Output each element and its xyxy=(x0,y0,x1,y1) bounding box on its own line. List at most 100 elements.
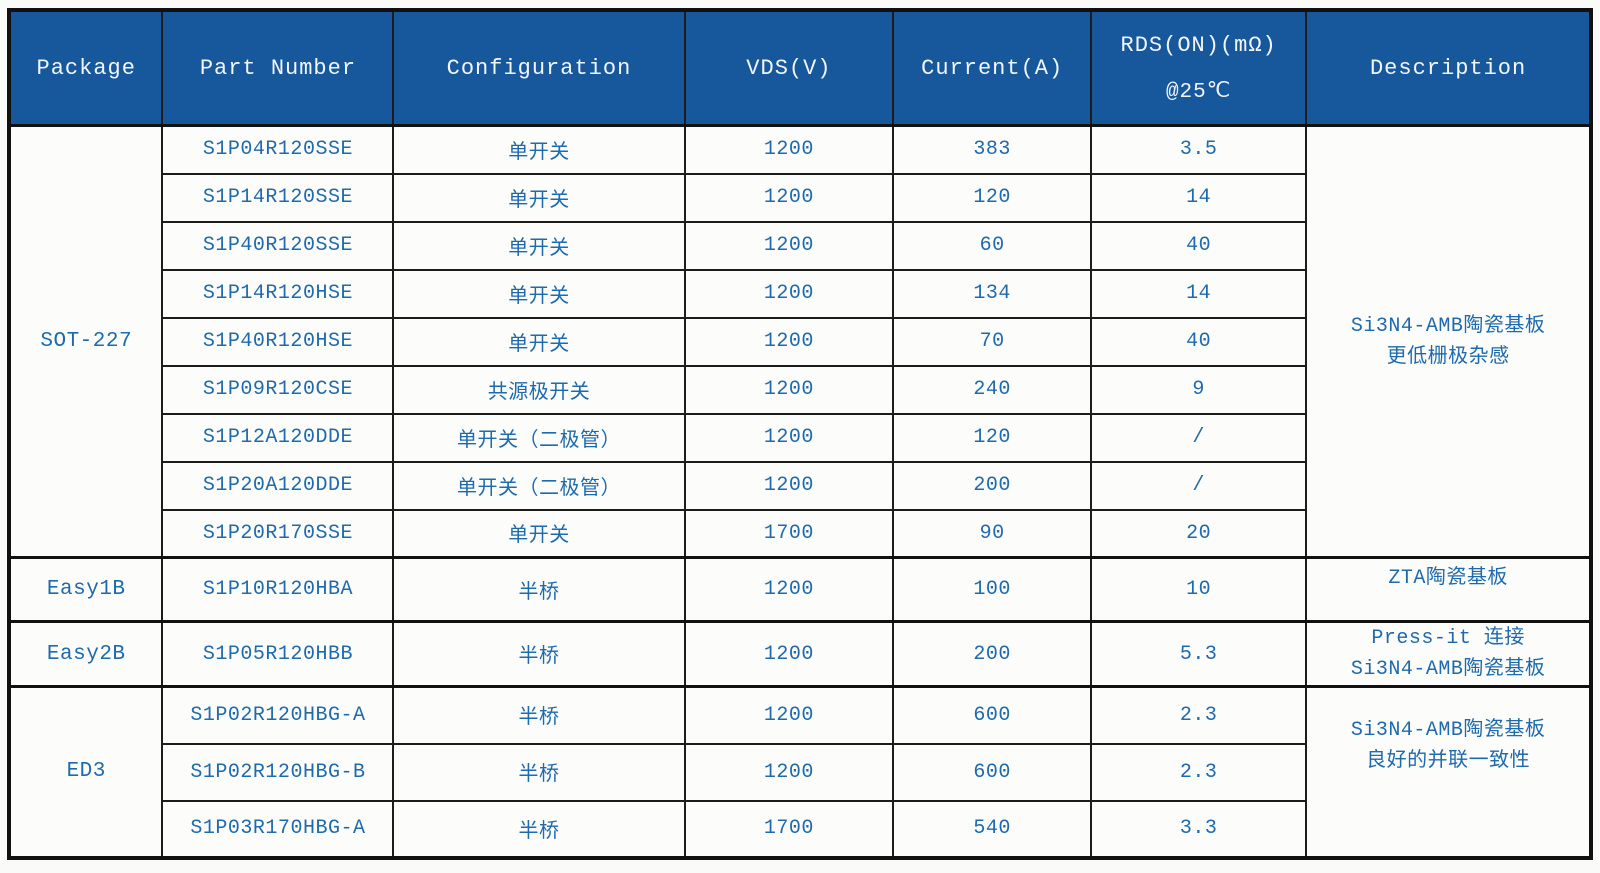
current-cell: 120 xyxy=(892,412,1093,463)
part-number-cell: S1P05R120HBB xyxy=(161,620,395,688)
package-cell: SOT-227 xyxy=(7,124,164,559)
package-cell: Easy1B xyxy=(7,556,164,623)
part-number-cell: S1P40R120HSE xyxy=(161,316,395,367)
part-number-cell: S1P12A120DDE xyxy=(161,412,395,463)
table-row: ED3 S1P02R120HBG-A 半桥 1200 600 2.3 Si3N4… xyxy=(7,685,1592,859)
table-row: S1P40R120HSE 单开关 1200 70 40 xyxy=(9,316,1591,367)
header-configuration: Configuration xyxy=(392,9,686,127)
header-part-number: Part Number xyxy=(161,9,395,127)
vds-cell: 1200 xyxy=(683,172,895,223)
table-row: S1P20R170SSE 单开关 1700 90 20 xyxy=(9,508,1591,559)
configuration-cell: 半桥 xyxy=(392,685,686,745)
spec-table: Package Part Number Configuration VDS(V)… xyxy=(7,8,1593,860)
part-number-cell: S1P40R120SSE xyxy=(161,220,395,271)
configuration-cell: 单开关（二极管） xyxy=(392,412,686,463)
vds-cell: 1200 xyxy=(683,412,895,463)
rds-cell: 3.5 xyxy=(1090,124,1308,175)
table-row: Easy2B S1P05R120HBB 半桥 1200 200 5.3 Pres… xyxy=(7,620,1592,688)
description-line: Si3N4-AMB陶瓷基板 xyxy=(1350,314,1546,338)
table-row: S1P14R120HSE 单开关 1200 134 14 xyxy=(9,268,1591,319)
configuration-cell: 单开关 xyxy=(392,124,686,175)
part-number-cell: S1P02R120HBG-B xyxy=(161,742,395,802)
rds-cell: 40 xyxy=(1090,316,1308,367)
vds-cell: 1200 xyxy=(683,556,895,623)
rds-cell: / xyxy=(1090,460,1308,511)
vds-cell: 1200 xyxy=(683,620,895,688)
header-row: Package Part Number Configuration VDS(V)… xyxy=(7,9,1592,127)
part-number-cell: S1P03R170HBG-A xyxy=(161,799,395,859)
rds-cell: 2.3 xyxy=(1090,685,1308,745)
configuration-cell: 单开关（二极管） xyxy=(392,460,686,511)
current-cell: 60 xyxy=(892,220,1093,271)
configuration-cell: 半桥 xyxy=(392,620,686,688)
vds-cell: 1200 xyxy=(683,268,895,319)
part-number-cell: S1P20R170SSE xyxy=(161,508,395,559)
part-number-cell: S1P14R120SSE xyxy=(161,172,395,223)
configuration-cell: 单开关 xyxy=(392,316,686,367)
current-cell: 240 xyxy=(892,364,1093,415)
vds-cell: 1700 xyxy=(683,799,895,859)
table-row: S1P09R120CSE 共源极开关 1200 240 9 xyxy=(9,364,1591,415)
header-description: Description xyxy=(1305,9,1592,127)
description-line: Press-it 连接 xyxy=(1371,627,1525,650)
configuration-cell: 半桥 xyxy=(392,742,686,802)
description-cell: Si3N4-AMB陶瓷基板 良好的并联一致性 xyxy=(1305,685,1592,859)
current-cell: 600 xyxy=(892,685,1093,745)
current-cell: 200 xyxy=(892,620,1093,688)
current-cell: 600 xyxy=(892,742,1093,802)
rds-cell: / xyxy=(1090,412,1308,463)
header-rds-line2: @25℃ xyxy=(1165,80,1232,104)
description-cell: Press-it 连接 Si3N4-AMB陶瓷基板 xyxy=(1305,620,1592,688)
rds-cell: 14 xyxy=(1090,172,1308,223)
configuration-cell: 单开关 xyxy=(392,268,686,319)
table-row: Easy1B S1P10R120HBA 半桥 1200 100 10 ZTA陶瓷… xyxy=(7,556,1592,623)
current-cell: 540 xyxy=(892,799,1093,859)
configuration-cell: 单开关 xyxy=(392,172,686,223)
description-line: 更低栅极杂感 xyxy=(1386,345,1510,369)
table-row: S1P14R120SSE 单开关 1200 120 14 xyxy=(9,172,1591,223)
description-line: Si3N4-AMB陶瓷基板 xyxy=(1350,658,1546,681)
description-line: 良好的并联一致性 xyxy=(1366,749,1531,773)
configuration-cell: 半桥 xyxy=(392,556,686,623)
vds-cell: 1200 xyxy=(683,742,895,802)
header-rds-line1: RDS(ON)(mΩ) xyxy=(1120,32,1277,58)
table-row: S1P02R120HBG-B 半桥 1200 600 2.3 xyxy=(9,742,1591,802)
current-cell: 200 xyxy=(892,460,1093,511)
package-cell: Easy2B xyxy=(7,620,164,688)
description-line: ZTA陶瓷基板 xyxy=(1388,567,1508,590)
part-number-cell: S1P02R120HBG-A xyxy=(161,685,395,745)
package-cell: ED3 xyxy=(7,685,164,859)
description-cell: ZTA陶瓷基板 xyxy=(1305,556,1592,623)
table-row: S1P12A120DDE 单开关（二极管） 1200 120 / xyxy=(9,412,1591,463)
vds-cell: 1200 xyxy=(683,364,895,415)
rds-cell: 40 xyxy=(1090,220,1308,271)
configuration-cell: 单开关 xyxy=(392,508,686,559)
current-cell: 70 xyxy=(892,316,1093,367)
configuration-cell: 单开关 xyxy=(392,220,686,271)
vds-cell: 1200 xyxy=(683,460,895,511)
header-vds: VDS(V) xyxy=(683,9,895,127)
part-number-cell: S1P10R120HBA xyxy=(161,556,395,623)
description-cell: Si3N4-AMB陶瓷基板 更低栅极杂感 xyxy=(1305,124,1592,559)
header-rds: RDS(ON)(mΩ) @25℃ xyxy=(1090,9,1308,127)
vds-cell: 1700 xyxy=(683,508,895,559)
rds-cell: 2.3 xyxy=(1090,742,1308,802)
rds-cell: 20 xyxy=(1090,508,1308,559)
rds-cell: 3.3 xyxy=(1090,799,1308,859)
header-current: Current(A) xyxy=(892,9,1093,127)
configuration-cell: 共源极开关 xyxy=(392,364,686,415)
table-row: S1P40R120SSE 单开关 1200 60 40 xyxy=(9,220,1591,271)
rds-cell: 14 xyxy=(1090,268,1308,319)
rds-cell: 10 xyxy=(1090,556,1308,623)
vds-cell: 1200 xyxy=(683,124,895,175)
table-row: SOT-227 S1P04R120SSE 单开关 1200 383 3.5 Si… xyxy=(7,124,1592,559)
current-cell: 134 xyxy=(892,268,1093,319)
rds-cell: 9 xyxy=(1090,364,1308,415)
table-row: S1P20A120DDE 单开关（二极管） 1200 200 / xyxy=(9,460,1591,511)
table-row: S1P03R170HBG-A 半桥 1700 540 3.3 xyxy=(9,799,1591,859)
current-cell: 383 xyxy=(892,124,1093,175)
current-cell: 120 xyxy=(892,172,1093,223)
current-cell: 90 xyxy=(892,508,1093,559)
rds-cell: 5.3 xyxy=(1090,620,1308,688)
part-number-cell: S1P04R120SSE xyxy=(161,124,395,175)
